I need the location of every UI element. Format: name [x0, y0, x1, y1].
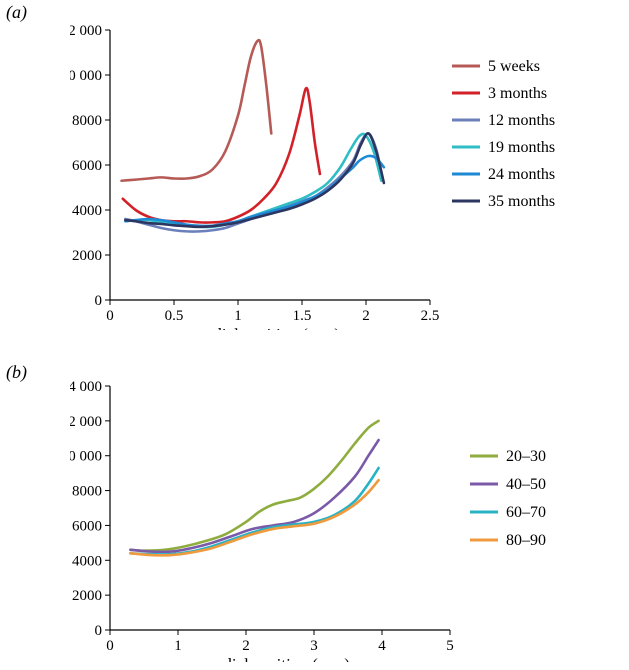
svg-text:2000: 2000 [72, 588, 102, 604]
svg-text:6000: 6000 [72, 518, 102, 534]
svg-text:12 000: 12 000 [70, 414, 102, 430]
legend-label: 12 months [488, 112, 555, 129]
svg-text:0: 0 [95, 293, 103, 309]
svg-text:2: 2 [362, 308, 370, 324]
svg-text:4: 4 [378, 638, 386, 654]
svg-text:2: 2 [242, 638, 250, 654]
legend-label: 80–90 [506, 532, 546, 549]
svg-text:0: 0 [95, 623, 103, 639]
legend-label: 5 weeks [488, 58, 540, 75]
legend-label: 20–30 [506, 448, 546, 465]
panel-b-label: (b) [6, 362, 27, 383]
legend-label: 19 months [488, 139, 555, 156]
figure-container: (a) 0 0.5 1 1.5 2 2.5 0 2000 4000 6000 8000 10 000 1… [0, 0, 629, 670]
panel-a-chart: 0 0.5 1 1.5 2 2.5 0 2000 4000 6000 8000 10 000 12 00… [70, 20, 610, 330]
legend-label: 3 months [488, 85, 547, 102]
svg-text:1: 1 [234, 308, 242, 324]
svg-text:6000: 6000 [72, 158, 102, 174]
svg-text:radial position (mm): radial position (mm) [200, 325, 340, 330]
svg-text:8000: 8000 [72, 484, 102, 500]
svg-text:10 000: 10 000 [70, 449, 102, 465]
series-35-months [125, 133, 384, 226]
svg-text:12 000: 12 000 [70, 23, 102, 39]
svg-text:2.5: 2.5 [421, 308, 440, 324]
legend-label: 60–70 [506, 504, 546, 521]
legend-label: 35 months [488, 193, 555, 210]
panel-a-label: (a) [6, 2, 27, 23]
svg-text:10 000: 10 000 [70, 68, 102, 84]
svg-text:0: 0 [106, 638, 114, 654]
svg-text:2000: 2000 [72, 248, 102, 264]
series-24-months [125, 156, 384, 226]
legend-label: 24 months [488, 166, 555, 183]
svg-text:14 000: 14 000 [70, 379, 102, 395]
svg-text:8000: 8000 [72, 113, 102, 129]
panel-b-chart: 0 1 2 3 4 5 0 2000 4000 6000 8000 10 000 12 000 14 00… [70, 378, 610, 662]
legend-label: 40–50 [506, 476, 546, 493]
svg-text:radial position (mm): radial position (mm) [210, 655, 350, 662]
svg-text:5: 5 [446, 638, 454, 654]
svg-text:0: 0 [106, 308, 114, 324]
series-19-months [125, 134, 381, 227]
series-60-70 [130, 468, 378, 555]
series-5-weeks [122, 40, 272, 181]
svg-text:4000: 4000 [72, 203, 102, 219]
svg-text:4000: 4000 [72, 553, 102, 569]
series-40-50 [130, 440, 378, 552]
svg-text:1: 1 [174, 638, 182, 654]
svg-text:3: 3 [310, 638, 318, 654]
svg-text:0.5: 0.5 [165, 308, 184, 324]
svg-text:1.5: 1.5 [293, 308, 312, 324]
